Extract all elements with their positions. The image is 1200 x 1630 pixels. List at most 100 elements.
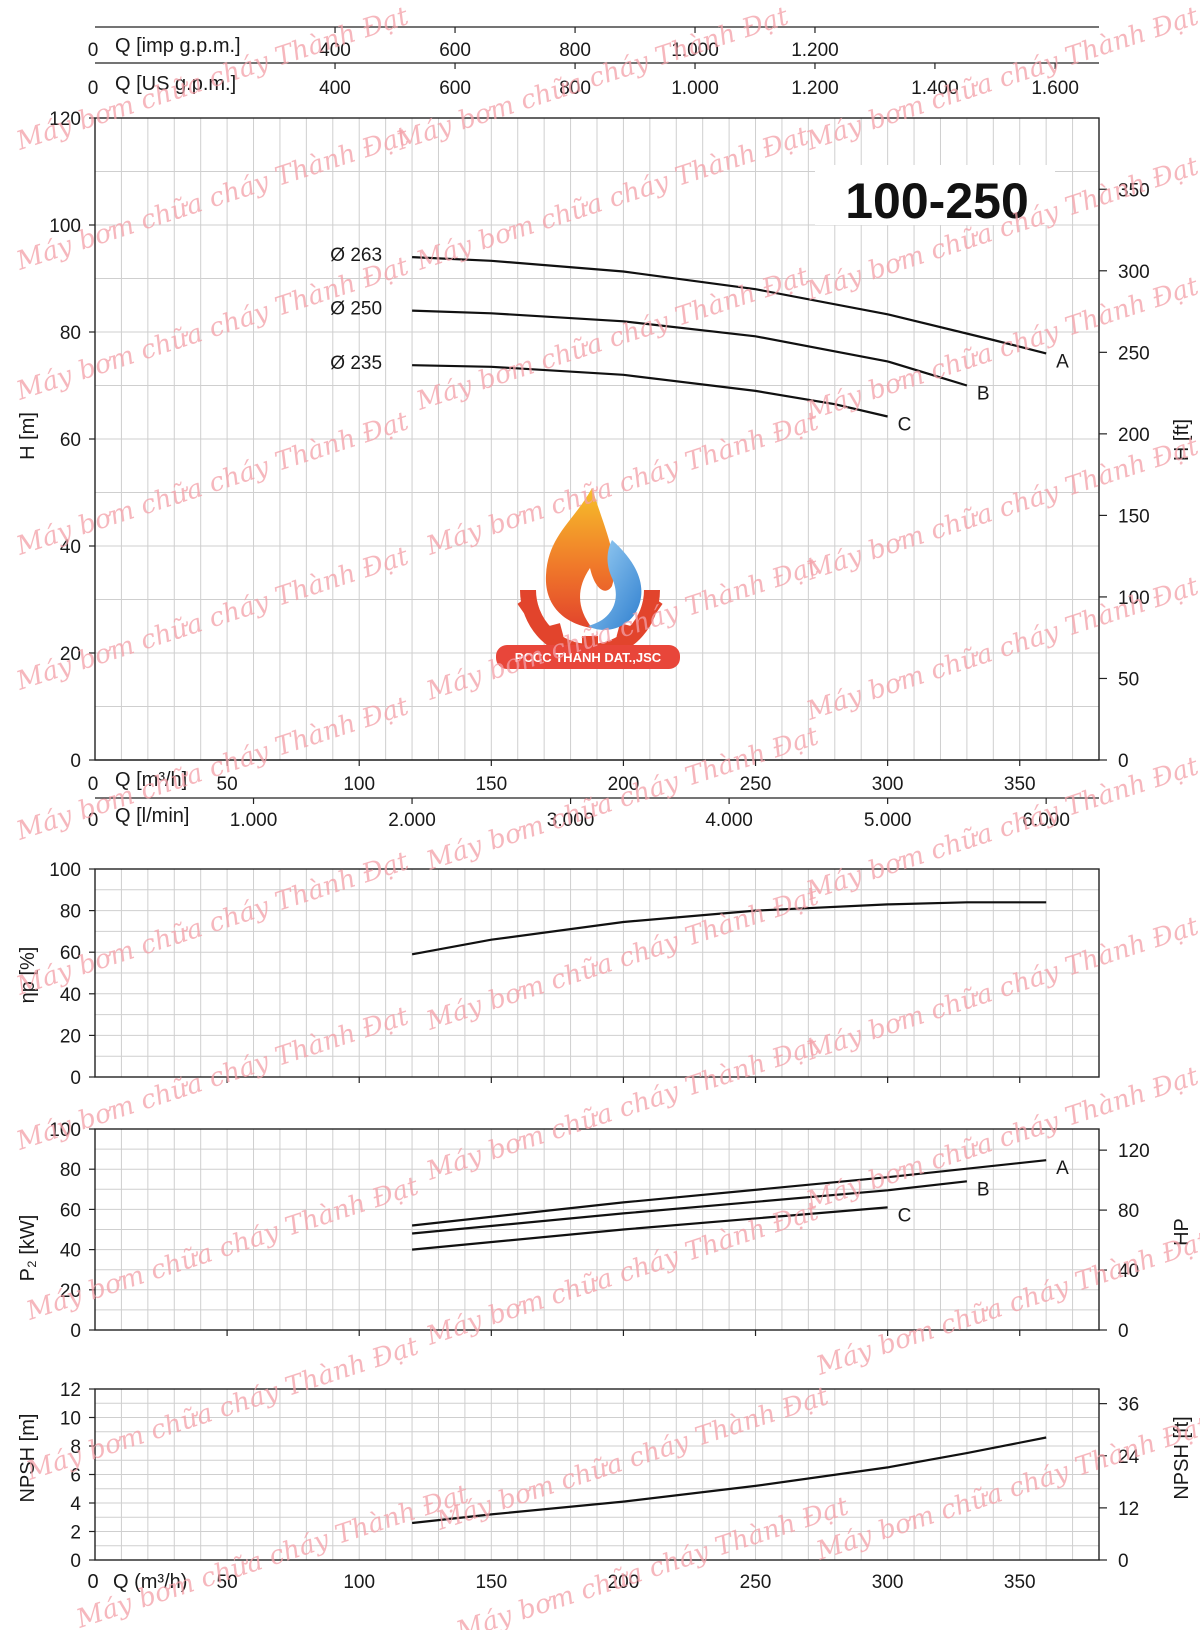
y-tick-label: 80 [60,323,81,344]
flow-scale-unit: Q [l/min] [115,805,189,827]
model-title: 100-250 [845,173,1029,229]
right-tick-label: 0 [1118,751,1129,772]
npsh-x-tick-label: 50 [217,1572,238,1593]
flow-scale-unit: Q [imp g.p.m.] [115,35,241,57]
power-ylabel-right: HP [1171,1218,1193,1246]
flow-tick-label: 800 [559,40,591,61]
watermark-text: Máy bơm chữa cháy Thành Đạt [72,1479,473,1630]
power-curve-B [411,1180,968,1235]
npsh-xlabel: Q (m³/h) [113,1571,187,1593]
y-tick-label: 0 [70,1068,81,1089]
power-end-label: A [1056,1158,1069,1179]
y-tick-label: 0 [70,751,81,772]
flow-tick-label: 200 [608,774,640,795]
flow-tick-label: 150 [475,774,507,795]
flow-tick-label: 350 [1004,774,1036,795]
flow-tick-label: 1.000 [671,78,719,99]
right-tick-label: 0 [1118,1551,1129,1572]
power-curve-C [411,1206,888,1251]
y-tick-label: 0 [70,1321,81,1342]
flow-scale-zero: 0 [88,810,99,831]
watermark-text: Máy bơm chữa cháy Thành Đạt [802,751,1200,907]
right-tick-label: 12 [1118,1499,1139,1520]
y-tick-label: 40 [60,1241,81,1262]
y-tick-label: 8 [70,1437,81,1458]
y-tick-label: 2 [70,1523,81,1544]
y-tick-label: 0 [70,1551,81,1572]
efficiency-curve-0 [411,901,1047,956]
head-end-label: C [898,415,912,436]
flow-tick-label: 1.600 [1031,78,1079,99]
right-tick-label: 80 [1118,1201,1139,1222]
npsh-ylabel-right: NPSH [ft] [1171,1416,1193,1499]
y-tick-label: 20 [60,644,81,665]
title-backdrop [815,165,1055,225]
npsh-x-zero: 0 [87,1571,98,1593]
y-tick-label: 60 [60,1200,81,1221]
watermark-text: Máy bơm chữa cháy Thành Đạt [12,1,413,157]
watermark-text: Máy bơm chữa cháy Thành Đạt [422,406,823,562]
npsh-x-tick-label: 100 [343,1572,375,1593]
power-end-label: B [977,1179,990,1200]
flow-tick-label: 400 [319,40,351,61]
flow-scale-unit: Q [m³/h] [115,769,187,791]
right-tick-label: 300 [1118,262,1150,283]
right-tick-label: 0 [1118,1321,1129,1342]
watermark-text: Máy bơm chữa cháy Thành Đạt [422,721,823,877]
flow-tick-label: 5.000 [864,810,912,831]
flow-tick-label: 1.200 [791,40,839,61]
npsh-ylabel: NPSH [m] [17,1414,39,1503]
npsh-x-tick-label: 250 [740,1572,772,1593]
npsh-x-tick-label: 150 [475,1572,507,1593]
flow-tick-label: 2.000 [388,810,436,831]
flow-tick-label: 100 [343,774,375,795]
flow-scale-unit: Q [US g.p.m.] [115,73,236,95]
head-series-label: Ø 263 [330,245,382,266]
right-tick-label: 36 [1118,1395,1139,1416]
flow-tick-label: 1.400 [911,78,959,99]
right-tick-label: 200 [1118,425,1150,446]
right-tick-label: 350 [1118,180,1150,201]
npsh-curve-0 [411,1436,1047,1525]
flow-tick-label: 800 [559,78,591,99]
y-tick-label: 60 [60,430,81,451]
watermark-text: Máy bơm chữa cháy Thành Đạt [22,1331,423,1487]
flow-tick-label: 250 [740,774,772,795]
flow-tick-label: 4.000 [705,810,753,831]
flow-tick-label: 600 [439,78,471,99]
flow-tick-label: 50 [217,774,238,795]
right-tick-label: 40 [1118,1261,1139,1282]
y-tick-label: 12 [60,1380,81,1401]
right-tick-label: 250 [1118,343,1150,364]
head-curve-B [412,309,968,387]
y-tick-label: 80 [60,902,81,923]
flow-scale-zero: 0 [88,78,99,99]
watermark-text: Máy bơm chữa cháy Thành Đạt [412,261,813,417]
y-tick-label: 80 [60,1160,81,1181]
y-tick-label: 4 [70,1494,81,1515]
y-tick-label: 100 [49,860,81,881]
water-drop-icon [588,540,642,630]
flow-tick-label: 400 [319,78,351,99]
brand-badge [496,645,680,669]
head-series-label: Ø 235 [330,353,382,374]
flow-scale-zero: 0 [88,774,99,795]
flow-tick-label: 6.000 [1022,810,1070,831]
right-tick-label: 50 [1118,669,1139,690]
y-tick-label: 40 [60,985,81,1006]
efficiency-ylabel: ηp [%] [17,947,39,1004]
y-tick-label: 10 [60,1409,81,1430]
right-tick-label: 100 [1118,588,1150,609]
flow-tick-label: 1.200 [791,78,839,99]
flow-scale-zero: 0 [88,40,99,61]
power-ylabel: P₂ [kW] [17,1215,39,1282]
flow-tick-label: 600 [439,40,471,61]
head-end-label: A [1056,351,1069,372]
power-curve-A [411,1159,1047,1227]
right-tick-label: 24 [1118,1447,1140,1468]
y-tick-label: 6 [70,1466,81,1487]
npsh-x-tick-label: 200 [608,1572,640,1593]
y-tick-label: 40 [60,537,81,558]
watermark-text: Máy bơm chữa cháy Thành Đạt [422,1031,823,1187]
